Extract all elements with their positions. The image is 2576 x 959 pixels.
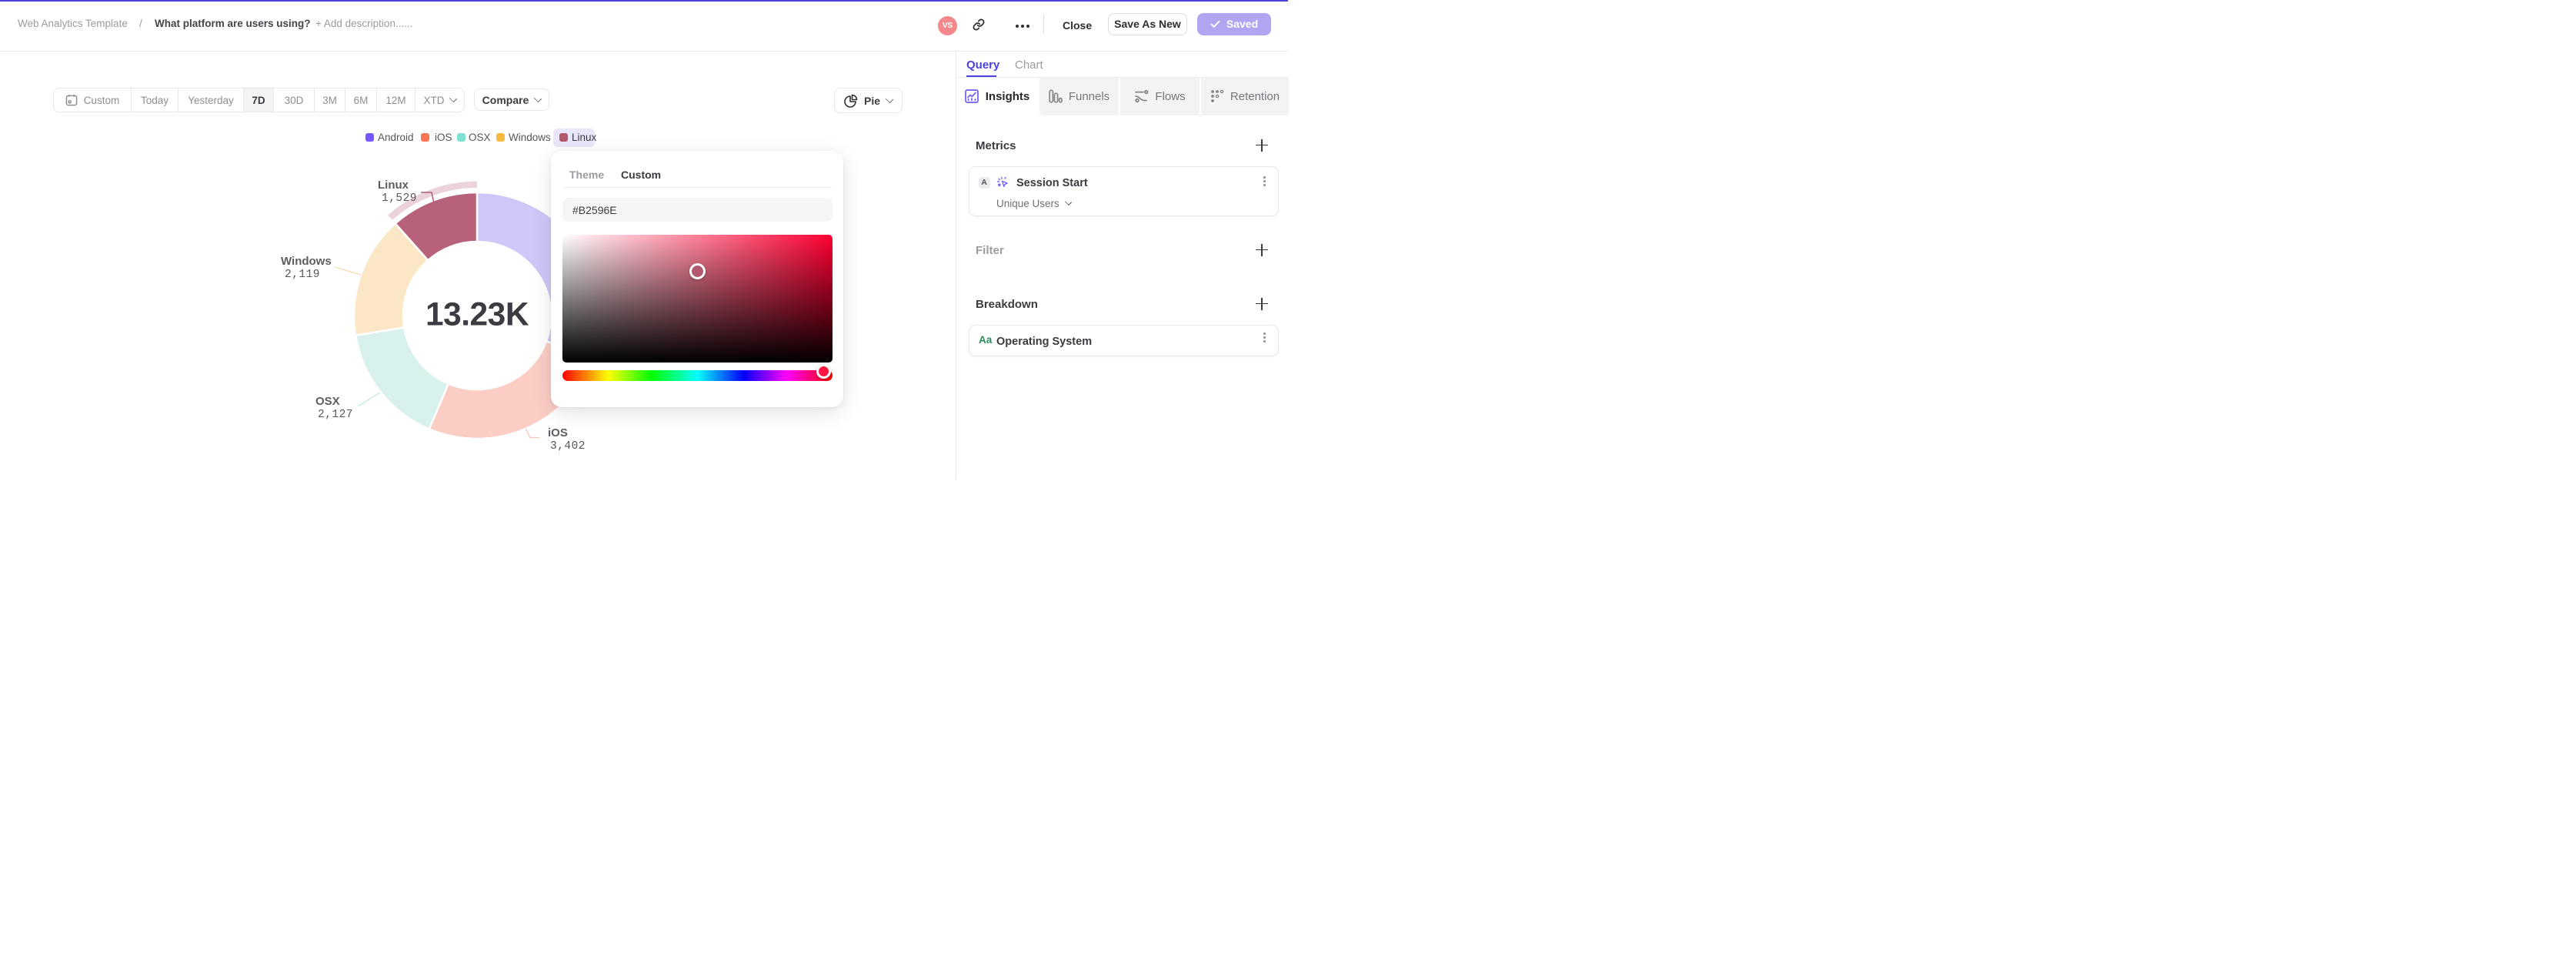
svg-text:13.23K: 13.23K <box>425 297 529 333</box>
